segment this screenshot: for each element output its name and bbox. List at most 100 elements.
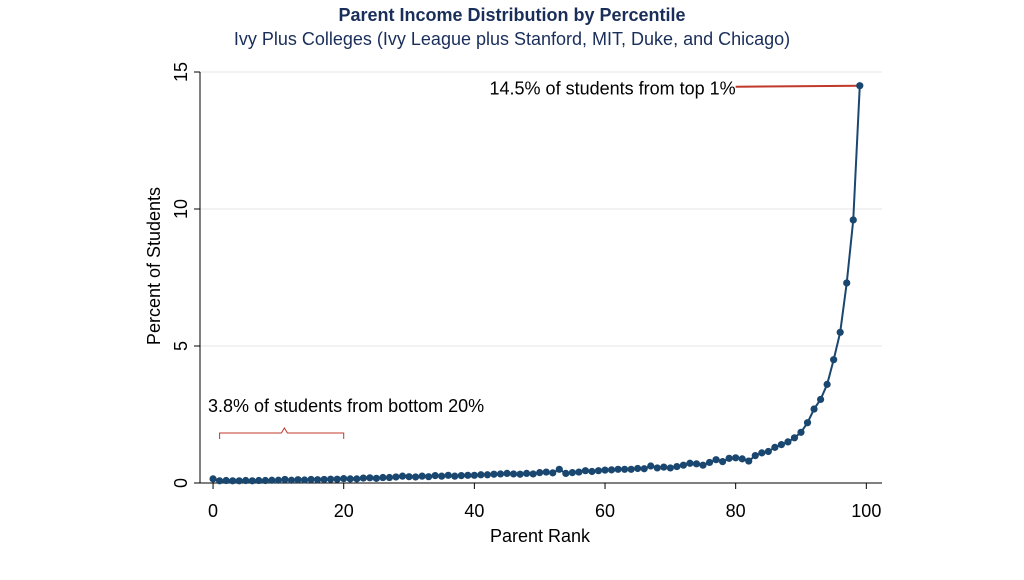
point xyxy=(222,476,230,485)
point xyxy=(385,473,394,482)
point xyxy=(477,471,485,479)
y-tick-label: 5 xyxy=(171,341,191,351)
point xyxy=(438,472,446,480)
point xyxy=(392,473,400,481)
point xyxy=(255,476,263,485)
point xyxy=(444,471,452,479)
point xyxy=(758,449,766,457)
point xyxy=(425,473,433,481)
point xyxy=(483,471,492,479)
point xyxy=(771,443,779,451)
point xyxy=(640,465,648,473)
y-tick-label: 10 xyxy=(171,199,191,219)
point xyxy=(843,279,851,287)
annotation: 14.5% of students from top 1% xyxy=(490,78,736,98)
point xyxy=(490,470,498,478)
point xyxy=(353,475,361,483)
annotation-bracket xyxy=(219,427,345,439)
point xyxy=(327,475,335,483)
point xyxy=(229,477,237,485)
point xyxy=(634,464,642,473)
x-axis-label: Parent Rank xyxy=(490,526,591,546)
y-tick-label: 15 xyxy=(171,62,191,82)
point xyxy=(738,455,746,463)
annotation-line xyxy=(735,84,860,88)
point xyxy=(451,472,459,480)
point xyxy=(496,470,505,478)
point xyxy=(679,461,688,469)
point xyxy=(666,464,674,472)
point xyxy=(509,470,518,478)
point xyxy=(712,456,720,464)
point xyxy=(281,475,289,484)
point xyxy=(705,458,714,467)
point xyxy=(313,476,322,484)
point xyxy=(418,472,426,480)
x-tick-label: 80 xyxy=(726,501,746,521)
point xyxy=(372,474,380,482)
point xyxy=(699,461,707,469)
point xyxy=(523,469,531,478)
point xyxy=(797,428,805,436)
point xyxy=(516,470,524,478)
point xyxy=(235,477,243,485)
point xyxy=(431,472,439,480)
x-tick-label: 100 xyxy=(851,501,881,521)
annotation: 3.8% of students from bottom 20% xyxy=(208,396,484,416)
point xyxy=(464,471,472,479)
point xyxy=(777,441,785,449)
point xyxy=(745,457,753,465)
point xyxy=(294,476,302,484)
point xyxy=(300,476,309,484)
point xyxy=(398,472,407,480)
point xyxy=(320,475,328,484)
point xyxy=(719,458,727,466)
point xyxy=(346,475,354,483)
point xyxy=(627,465,635,473)
point xyxy=(830,356,838,364)
point xyxy=(536,468,544,477)
y-axis-label: Percent of Students xyxy=(144,187,164,345)
point xyxy=(562,469,570,478)
point xyxy=(542,468,550,476)
chart-subtitle: Ivy Plus Colleges (Ivy League plus Stanf… xyxy=(234,29,790,49)
point xyxy=(784,438,792,446)
point xyxy=(215,477,224,485)
point xyxy=(366,474,374,482)
point xyxy=(340,475,348,483)
point xyxy=(549,469,557,477)
point xyxy=(503,469,511,478)
y-tick-label: 0 xyxy=(171,478,191,488)
point xyxy=(816,395,825,404)
point xyxy=(575,468,583,476)
point xyxy=(836,328,844,336)
point xyxy=(555,465,563,473)
point xyxy=(568,468,576,477)
point xyxy=(790,434,799,442)
point xyxy=(810,405,818,413)
point xyxy=(287,476,296,484)
point xyxy=(751,452,759,460)
point xyxy=(764,447,772,456)
point xyxy=(647,462,655,470)
point xyxy=(307,475,315,484)
point xyxy=(621,465,629,473)
point xyxy=(594,467,603,475)
point xyxy=(601,466,609,474)
point xyxy=(470,471,478,479)
point xyxy=(849,216,857,224)
point xyxy=(856,82,864,90)
x-tick-label: 40 xyxy=(464,501,484,521)
point xyxy=(732,454,740,462)
x-tick-label: 60 xyxy=(595,501,615,521)
point xyxy=(673,462,681,471)
point xyxy=(261,476,269,485)
point xyxy=(823,380,831,388)
point xyxy=(660,463,668,471)
point xyxy=(209,475,217,483)
point xyxy=(242,476,250,485)
point xyxy=(405,473,413,481)
point xyxy=(653,464,661,472)
